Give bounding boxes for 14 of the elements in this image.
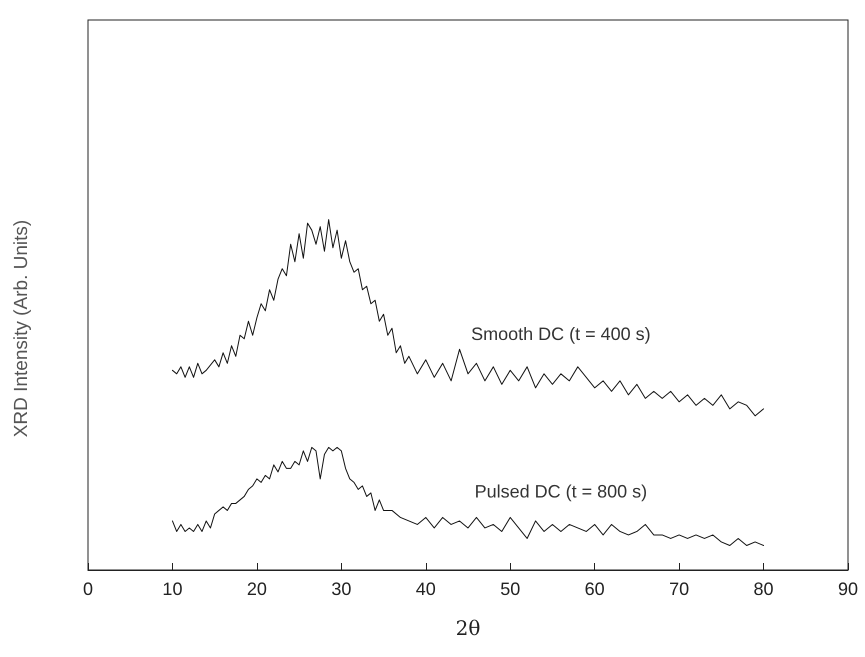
x-tick-label: 60 (584, 579, 605, 599)
x-tick-label: 40 (416, 579, 436, 599)
series-label: Pulsed DC (t = 800 s) (474, 481, 648, 502)
series-label: Smooth DC (t = 400 s) (471, 324, 651, 344)
x-tick-label: 50 (500, 579, 520, 599)
x-tick-label: 20 (246, 579, 267, 599)
x-tick-label: 30 (331, 579, 352, 599)
y-axis-title: XRD Intensity (Arb. Units) (11, 220, 32, 438)
x-tick-label: 0 (82, 579, 94, 599)
x-tick-label: 80 (754, 579, 774, 599)
x-tick-label: 90 (838, 579, 858, 599)
x-tick-label: 70 (669, 579, 690, 599)
x-tick-label: 10 (162, 579, 182, 599)
x-axis-title: 2θ (456, 616, 480, 640)
